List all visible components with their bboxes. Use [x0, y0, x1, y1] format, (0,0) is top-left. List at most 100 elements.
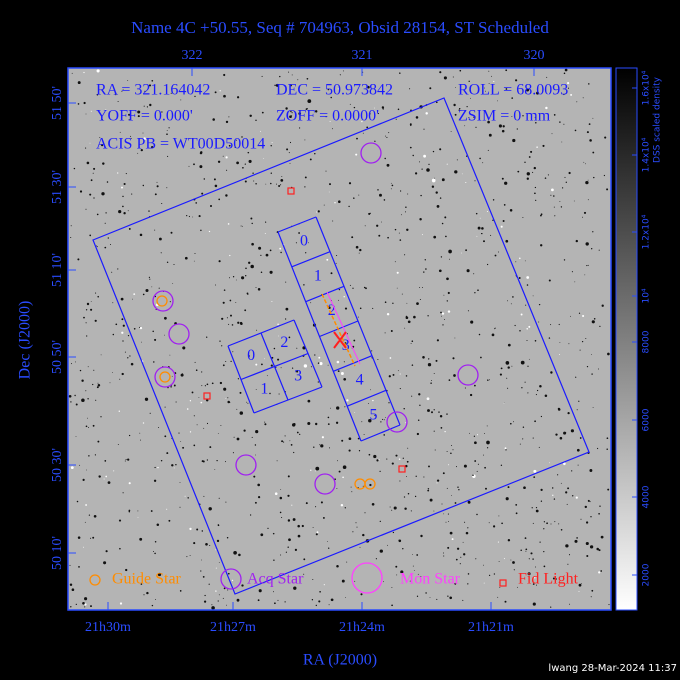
field-star [429, 597, 431, 598]
field-star [381, 221, 382, 223]
field-star [465, 531, 469, 535]
field-star [388, 375, 391, 378]
field-star [291, 504, 293, 506]
field-star [357, 437, 360, 440]
field-star [488, 574, 491, 577]
field-star [398, 458, 401, 460]
field-star [353, 339, 356, 342]
field-star [442, 324, 444, 326]
field-star [146, 591, 149, 595]
field-star [492, 219, 494, 221]
field-star [271, 301, 273, 302]
field-star [553, 206, 555, 208]
field-star [111, 271, 113, 273]
field-star [187, 497, 189, 499]
field-star [121, 372, 124, 376]
field-star [381, 418, 384, 420]
field-star [285, 307, 289, 311]
field-star [205, 399, 209, 402]
field-star [417, 419, 420, 421]
field-star [79, 369, 82, 372]
field-star [214, 184, 218, 188]
field-star [511, 97, 514, 99]
legend-label: Guide Star [112, 571, 182, 588]
field-star [486, 210, 488, 213]
field-star [485, 90, 487, 92]
field-star [588, 83, 590, 85]
field-star [285, 281, 287, 283]
field-star [540, 500, 543, 502]
field-star [193, 542, 196, 545]
field-star [264, 423, 267, 426]
field-star [526, 340, 528, 341]
field-star [286, 148, 289, 151]
field-star [227, 589, 229, 591]
field-star [401, 293, 403, 295]
field-star [217, 524, 219, 526]
field-star [414, 495, 417, 498]
field-star [94, 454, 96, 456]
field-star [371, 502, 375, 506]
field-star [280, 251, 282, 254]
field-star [377, 358, 379, 361]
field-star [249, 114, 252, 118]
field-star [69, 583, 73, 586]
field-star [587, 199, 589, 201]
field-star [184, 495, 186, 497]
field-star [85, 147, 87, 149]
field-star [522, 115, 524, 117]
field-star [343, 296, 345, 298]
field-star [299, 127, 301, 129]
field-star [327, 364, 329, 366]
field-star [373, 107, 375, 109]
field-star [151, 79, 154, 82]
field-star [200, 570, 202, 572]
field-star [83, 101, 86, 105]
field-star [284, 318, 287, 320]
field-star [303, 573, 305, 575]
field-star [464, 125, 466, 127]
field-star [454, 582, 457, 585]
field-star [143, 137, 146, 141]
field-star [244, 309, 247, 312]
field-star [175, 463, 177, 466]
field-star [248, 159, 252, 163]
field-star [404, 211, 407, 213]
field-star [416, 302, 419, 305]
field-star [272, 532, 275, 535]
left-tick-label: 50 30' [50, 448, 65, 482]
field-star [179, 482, 181, 483]
field-star [368, 418, 372, 423]
field-star [287, 519, 291, 522]
field-star [236, 437, 240, 441]
field-star [494, 254, 497, 257]
field-star [441, 503, 443, 505]
field-star [355, 522, 357, 524]
field-star [427, 315, 429, 317]
field-star [459, 69, 462, 72]
chip-label: 0 [300, 233, 308, 250]
field-star [381, 106, 385, 109]
field-star [527, 365, 529, 367]
field-star [550, 194, 552, 196]
field-star [349, 103, 351, 105]
field-star [269, 392, 271, 395]
field-star [270, 172, 272, 174]
field-star [443, 552, 444, 554]
field-star [292, 518, 296, 521]
field-star [265, 183, 267, 185]
field-star [83, 546, 84, 548]
field-star [269, 249, 272, 252]
field-star [208, 583, 210, 585]
field-star [407, 193, 409, 195]
field-star [372, 399, 374, 402]
field-star [336, 487, 338, 489]
field-star [505, 239, 509, 243]
field-star [260, 130, 261, 132]
field-star [168, 519, 171, 522]
field-star [390, 330, 393, 332]
field-star [402, 548, 404, 550]
field-star [589, 469, 593, 472]
field-star [289, 141, 292, 144]
field-star [128, 509, 131, 512]
